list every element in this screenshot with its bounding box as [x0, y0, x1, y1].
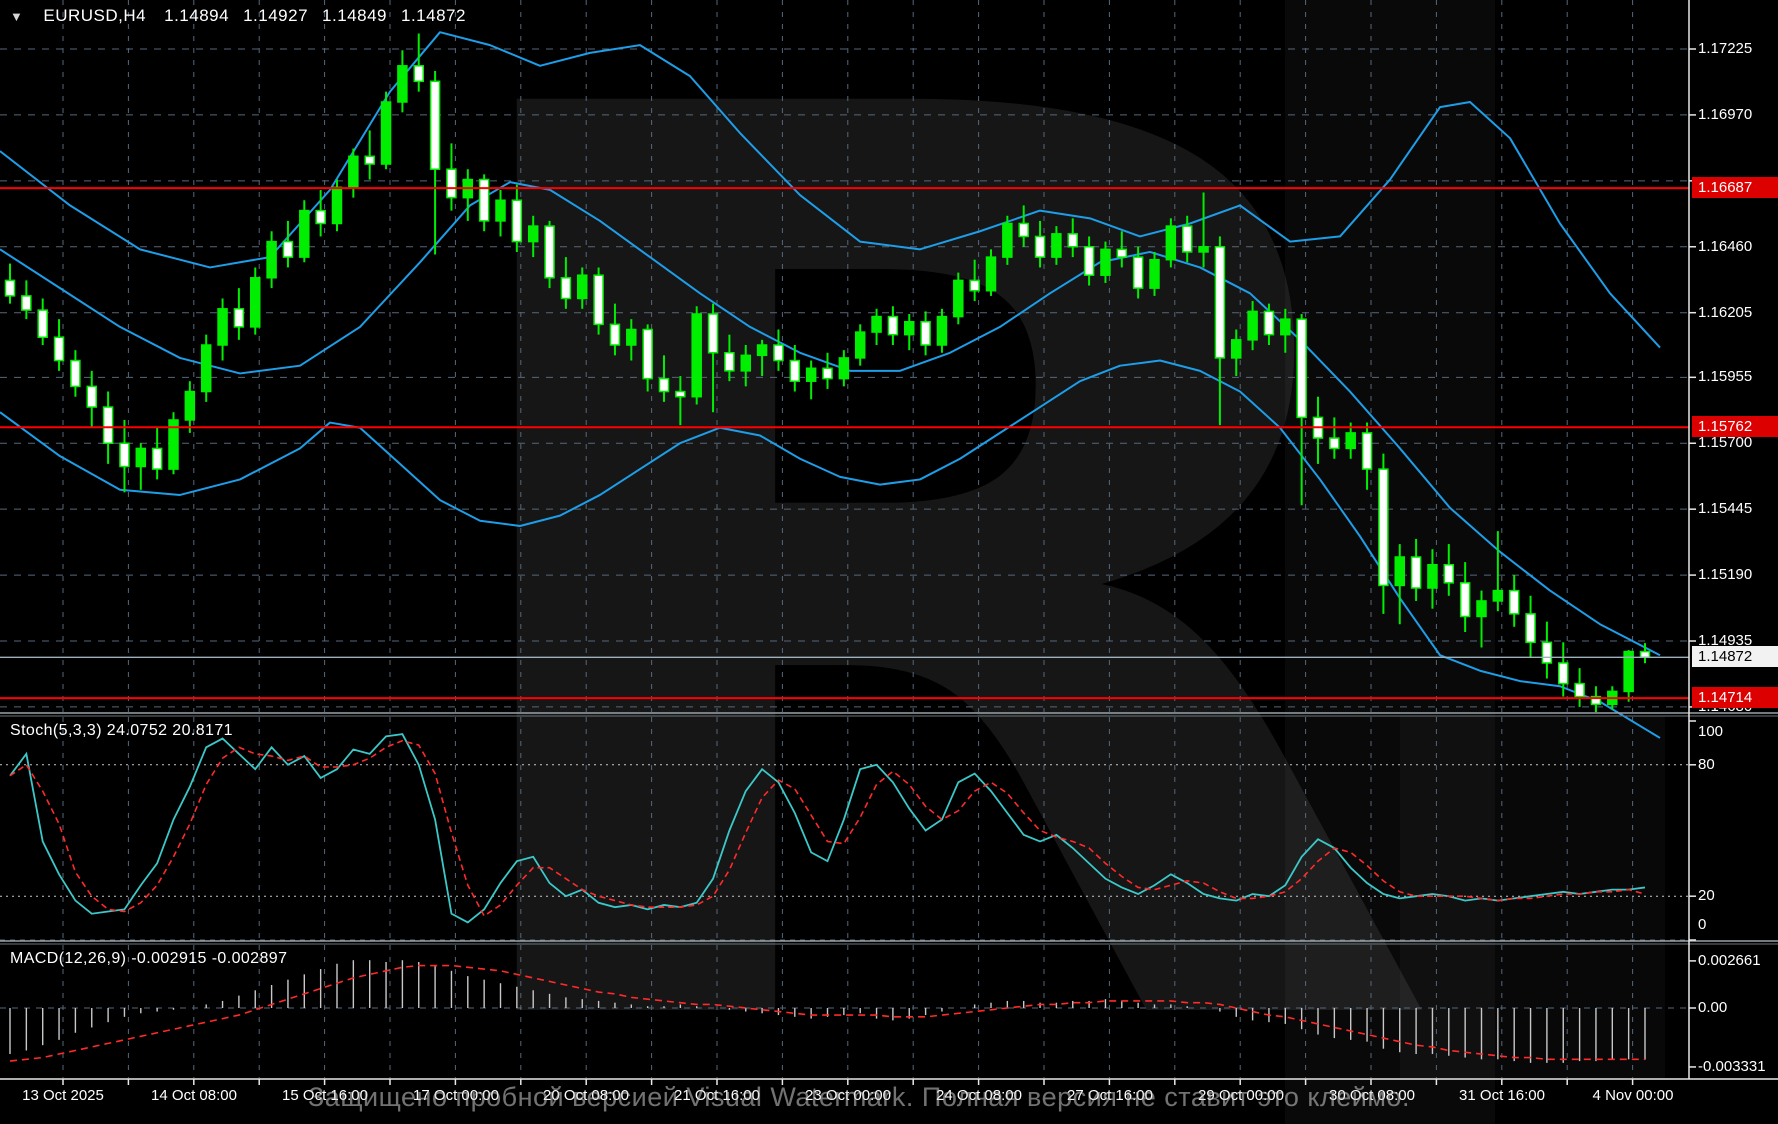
stochastic-label: Stoch(5,3,3) 24.0752 20.8171 — [10, 722, 233, 739]
ohlc-low: 1.14849 — [322, 6, 387, 25]
price-tick-label: 1.14935 — [1698, 632, 1753, 649]
price-tick-label: 1.15190 — [1698, 566, 1753, 584]
symbol-timeframe: EURUSD,H4 — [43, 6, 147, 25]
price-tick-label: 1.16205 — [1698, 303, 1753, 321]
bollinger-middle-band — [0, 181, 1661, 657]
ohlc-close: 1.14872 — [400, 6, 466, 25]
symbol-dropdown-icon[interactable]: ▼ — [10, 8, 24, 24]
macd-label: MACD(12,26,9) -0.002915 -0.002897 — [10, 950, 288, 967]
time-axis-label: 15 Oct 16:00 — [282, 1087, 368, 1104]
macd-tick-label: 0.00 — [1698, 999, 1728, 1016]
price-tick-label: 1.15445 — [1698, 500, 1753, 518]
macd-tick-label: -0.003331 — [1698, 1057, 1766, 1075]
price-tick-label: 1.16970 — [1698, 105, 1753, 123]
time-axis-label: 30 Oct 08:00 — [1329, 1087, 1415, 1104]
current-price-badge: 1.14872 — [1692, 646, 1778, 668]
time-axis-label: 24 Oct 08:00 — [936, 1087, 1022, 1104]
time-axis-label: 29 Oct 00:00 — [1198, 1087, 1284, 1104]
price-tick-label: 1.15700 — [1698, 434, 1753, 452]
price-tick-label: 1.15955 — [1698, 368, 1753, 386]
time-axis-label: 14 Oct 08:00 — [151, 1087, 237, 1104]
time-axis-label: 20 Oct 08:00 — [543, 1087, 629, 1104]
stochastic-signal-line — [9, 739, 1646, 918]
stochastic-tick-label: 80 — [1698, 755, 1715, 773]
ohlc-open: 1.14894 — [164, 6, 230, 25]
price-level-badge: 1.15762 — [1692, 416, 1778, 438]
macd-tick-label: 0.002661 — [1698, 951, 1761, 969]
price-level-badge: 1.14714 — [1692, 687, 1778, 709]
chart-header: ▼ EURUSD,H4 1.14894 1.14927 1.14849 1.14… — [10, 6, 466, 26]
time-axis-label: 13 Oct 2025 — [22, 1087, 104, 1104]
macd-signal-line — [9, 964, 1646, 1062]
stochastic-tick-label: 100 — [1698, 723, 1724, 740]
stochastic-tick-label: 20 — [1698, 887, 1715, 905]
price-tick-label: 1.16460 — [1698, 237, 1753, 255]
time-axis-label: 17 Oct 00:00 — [413, 1087, 499, 1104]
stochastic-tick-label: 0 — [1698, 916, 1707, 933]
time-axis-label: 31 Oct 16:00 — [1459, 1087, 1545, 1104]
price-level-badge: 1.16687 — [1692, 177, 1778, 199]
time-axis-label: 27 Oct 16:00 — [1067, 1087, 1153, 1104]
broker-logo-watermark: R — [391, 0, 1450, 1124]
trial-watermark-text: Защищено пробной версией Visual Watermar… — [308, 1082, 1410, 1112]
price-tick-label: 1.17225 — [1698, 40, 1753, 57]
ohlc-high: 1.14927 — [243, 6, 309, 25]
time-axis-label: 21 Oct 16:00 — [674, 1087, 760, 1104]
time-axis-label: 23 Oct 00:00 — [805, 1087, 891, 1104]
bollinger-upper-band — [0, 31, 1661, 349]
time-axis-label: 4 Nov 00:00 — [1592, 1087, 1674, 1104]
